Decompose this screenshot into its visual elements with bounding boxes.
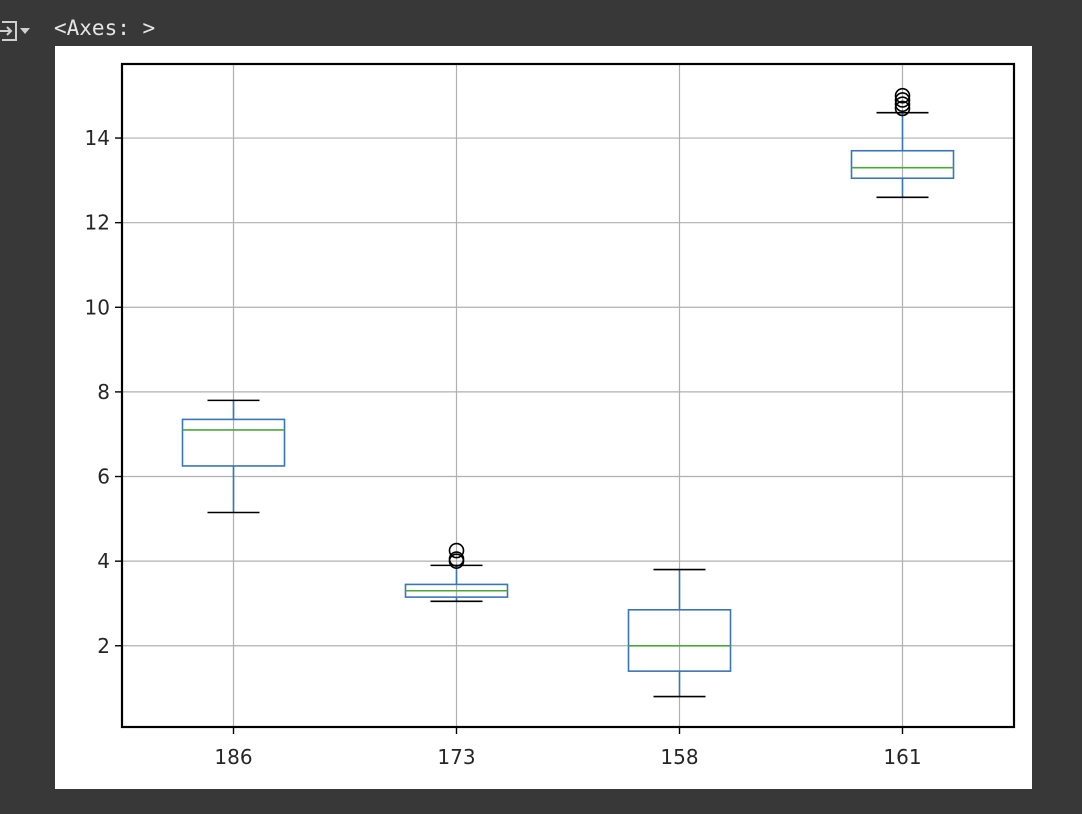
outlier-point [894,100,911,117]
y-tick-label: 10 [85,295,110,319]
y-tick-label: 8 [97,380,110,404]
x-tick-label: 186 [214,745,252,769]
x-tick-label: 158 [660,745,698,769]
y-tick-label: 12 [85,211,110,235]
box-161 [850,149,955,180]
outlier-point [894,96,911,112]
axes-frame [120,62,1016,729]
outlier-point [894,92,911,108]
y-tick-label: 6 [97,465,110,489]
x-tick-label: 173 [437,745,475,769]
x-tick-label: 161 [883,745,921,769]
box-plot: 2 4 6 8 10 12 14 186 173 158 161 [85,62,1016,769]
output-expand-icon[interactable] [0,18,34,44]
y-tick-label: 2 [97,634,110,658]
chart-figure: 2 4 6 8 10 12 14 186 173 158 161 [55,46,1032,789]
outlier-point [448,542,465,559]
box-158 [627,609,732,672]
y-tick-label: 14 [85,126,110,150]
outlier-point [894,87,911,104]
box-186 [181,418,286,467]
outlier-point [448,551,465,567]
output-text: <Axes: > [54,16,156,40]
y-tick-label: 4 [97,549,110,573]
